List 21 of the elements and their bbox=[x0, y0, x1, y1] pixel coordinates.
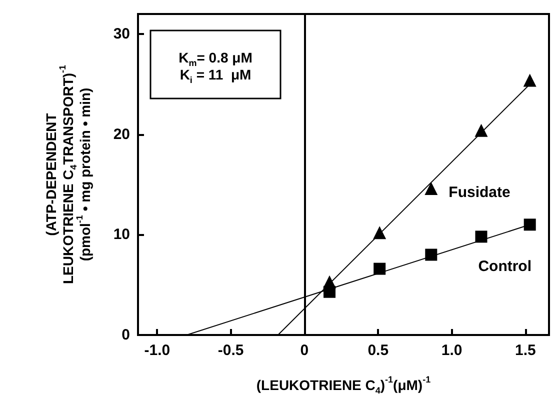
y-tick-label: 20 bbox=[113, 126, 130, 143]
y-tick-label: 0 bbox=[122, 326, 130, 344]
x-tick-label: 1.0 bbox=[441, 342, 462, 359]
series-label: Control bbox=[478, 258, 532, 276]
x-tick-label: -1.0 bbox=[144, 342, 170, 359]
point bbox=[475, 230, 488, 243]
point bbox=[524, 218, 536, 231]
x-tick-label: 1.5 bbox=[515, 342, 536, 359]
point bbox=[373, 226, 386, 240]
y-tick-label: 30 bbox=[113, 26, 130, 43]
y-tick-label: 10 bbox=[113, 226, 130, 244]
point bbox=[324, 286, 336, 298]
point bbox=[523, 74, 536, 87]
x-tick-label: 0.5 bbox=[368, 342, 389, 359]
point bbox=[425, 248, 438, 261]
x-tick-label: 0 bbox=[300, 342, 309, 359]
x-tick-label: -0.5 bbox=[218, 342, 244, 359]
point bbox=[424, 182, 438, 196]
series-label: Fusidate bbox=[448, 184, 510, 202]
point bbox=[474, 124, 488, 137]
point bbox=[374, 262, 386, 275]
